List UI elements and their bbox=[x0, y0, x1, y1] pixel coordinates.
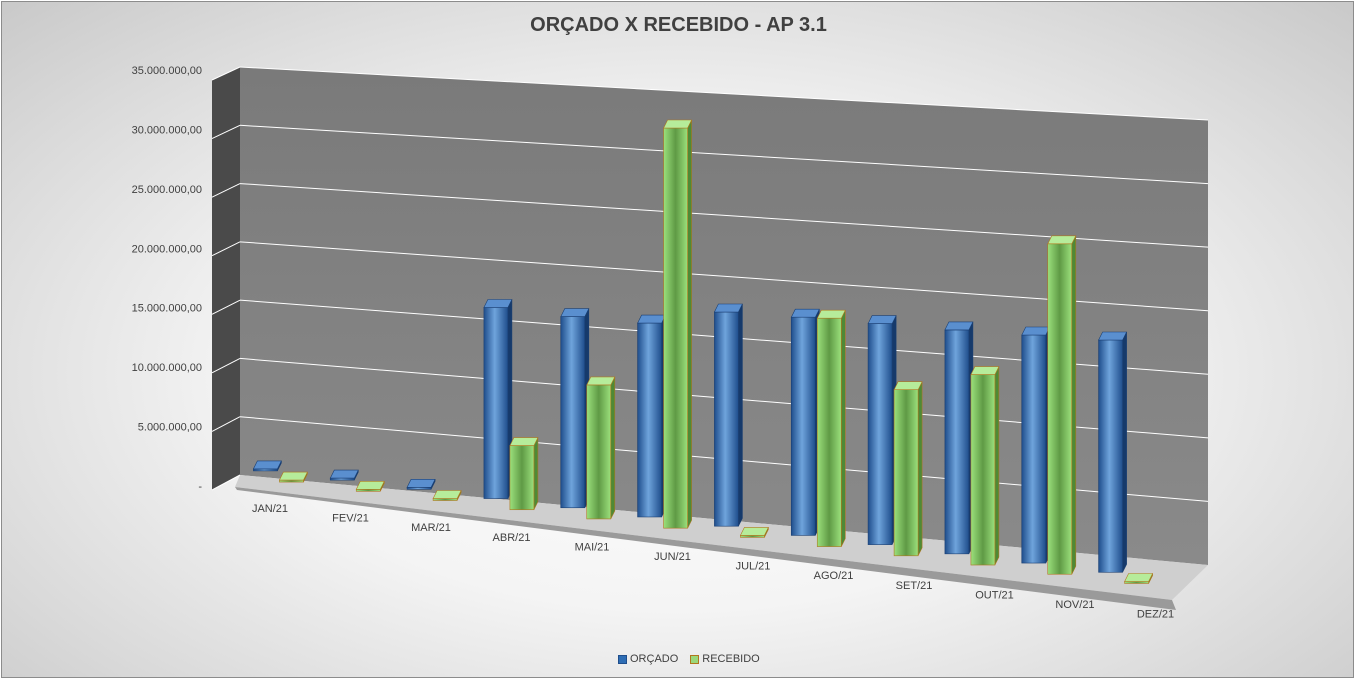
chart-title: ORÇADO X RECEBIDO - AP 3.1 bbox=[530, 14, 827, 36]
bar-side-recebido bbox=[994, 366, 1000, 566]
legend-swatch-recebido bbox=[690, 654, 700, 664]
gridline-side bbox=[211, 66, 241, 81]
bar-side-orcado bbox=[738, 303, 743, 527]
x-tick-label: DEZ/21 bbox=[1137, 609, 1174, 621]
bar-orcado bbox=[637, 322, 662, 518]
gridline-side bbox=[211, 357, 241, 374]
gridline bbox=[239, 183, 1209, 248]
legend-label-recebido: RECEBIDO bbox=[702, 653, 760, 665]
x-tick-label: MAI/21 bbox=[575, 541, 610, 553]
side-wall bbox=[212, 67, 240, 490]
x-tick-label: NOV/21 bbox=[1055, 599, 1094, 611]
x-tick-label: JUN/21 bbox=[654, 551, 691, 563]
bar-side-recebido bbox=[533, 437, 539, 510]
x-tick-label: MAR/21 bbox=[411, 522, 451, 534]
bar-top-recebido bbox=[509, 437, 539, 446]
bar-recebido bbox=[1047, 243, 1073, 575]
bar-top-recebido bbox=[432, 490, 462, 499]
bar-top-recebido bbox=[970, 366, 1000, 375]
gridline-side bbox=[211, 241, 241, 257]
gridline-side bbox=[211, 183, 241, 198]
bar-orcado bbox=[944, 329, 970, 555]
gridline-side bbox=[211, 299, 241, 315]
floor-edge bbox=[235, 487, 1176, 610]
bar-top-orcado bbox=[483, 299, 513, 308]
x-tick-label: OUT/21 bbox=[975, 589, 1014, 601]
gridline bbox=[239, 241, 1209, 312]
bar-orcado bbox=[329, 477, 355, 481]
x-tick-label: AGO/21 bbox=[814, 570, 854, 582]
legend-item-orcado: ORÇADO bbox=[618, 653, 678, 665]
bar-recebido bbox=[509, 445, 535, 511]
bar-top-recebido bbox=[663, 119, 693, 129]
gridline-side bbox=[211, 124, 241, 140]
bar-top-recebido bbox=[893, 381, 923, 391]
bar-top-orcado bbox=[944, 321, 974, 331]
bar-orcado bbox=[1098, 339, 1123, 573]
bar-orcado bbox=[1021, 334, 1047, 564]
bar-top-orcado bbox=[867, 315, 897, 324]
y-tick-label: 10.000.000,00 bbox=[132, 362, 202, 374]
y-tick-label: 35.000.000,00 bbox=[132, 65, 202, 77]
bar-orcado bbox=[560, 316, 586, 509]
bar-recebido bbox=[893, 389, 919, 557]
x-tick-label: ABR/21 bbox=[493, 532, 531, 544]
bar-side-recebido bbox=[1071, 235, 1077, 575]
bar-orcado bbox=[714, 311, 739, 527]
bar-side-orcado bbox=[1122, 331, 1127, 573]
bar-top-orcado bbox=[713, 303, 743, 313]
bar-top-orcado bbox=[252, 460, 282, 470]
bar-orcado bbox=[406, 487, 432, 490]
floor bbox=[235, 475, 1208, 600]
bar-side-recebido bbox=[917, 381, 923, 556]
y-tick-label: - bbox=[198, 481, 202, 493]
bar-top-recebido bbox=[278, 471, 308, 481]
x-tick-label: JAN/21 bbox=[252, 503, 288, 515]
bar-top-recebido bbox=[1047, 235, 1077, 245]
bar-top-orcado bbox=[406, 478, 436, 488]
bar-top-recebido bbox=[816, 309, 846, 319]
bar-orcado bbox=[790, 316, 816, 536]
gridline-side bbox=[211, 474, 241, 491]
bar-recebido bbox=[586, 384, 612, 520]
bar-recebido bbox=[432, 498, 458, 501]
x-tick-label: JUL/21 bbox=[736, 561, 771, 573]
bar-orcado bbox=[483, 307, 509, 499]
legend-label-orcado: ORÇADO bbox=[630, 653, 679, 665]
bar-top-recebido bbox=[355, 480, 385, 490]
bar-top-orcado bbox=[329, 469, 359, 479]
bar-orcado bbox=[867, 323, 893, 545]
x-tick-label: SET/21 bbox=[896, 580, 933, 592]
legend-swatch-orcado bbox=[618, 654, 627, 664]
y-tick-label: 25.000.000,00 bbox=[132, 184, 202, 196]
bar-top-orcado bbox=[1098, 331, 1128, 341]
bar-recebido bbox=[663, 127, 688, 529]
bar-top-orcado bbox=[560, 308, 590, 317]
gridline bbox=[239, 124, 1209, 185]
bar-top-recebido bbox=[586, 376, 616, 386]
bar-top-recebido bbox=[739, 527, 769, 536]
y-tick-label: 5.000.000,00 bbox=[138, 422, 202, 434]
legend-item-recebido: RECEBIDO bbox=[690, 653, 760, 665]
bar-recebido bbox=[970, 374, 996, 566]
bar-side-recebido bbox=[610, 376, 616, 520]
bar-top-recebido bbox=[1124, 573, 1154, 582]
legend: ORÇADO RECEBIDO bbox=[618, 651, 760, 667]
gridline-side bbox=[211, 416, 241, 432]
y-tick-label: 15.000.000,00 bbox=[132, 303, 202, 315]
gridline bbox=[239, 66, 1209, 121]
y-tick-label: 30.000.000,00 bbox=[132, 124, 202, 136]
x-tick-label: FEV/21 bbox=[332, 513, 369, 525]
y-tick-label: 20.000.000,00 bbox=[132, 243, 202, 255]
bar-side-recebido bbox=[687, 119, 692, 529]
bar-top-orcado bbox=[637, 314, 667, 324]
bar-top-orcado bbox=[790, 308, 820, 318]
bar-top-orcado bbox=[1021, 326, 1051, 336]
bar-recebido bbox=[816, 317, 842, 547]
bar-side-recebido bbox=[840, 310, 846, 547]
